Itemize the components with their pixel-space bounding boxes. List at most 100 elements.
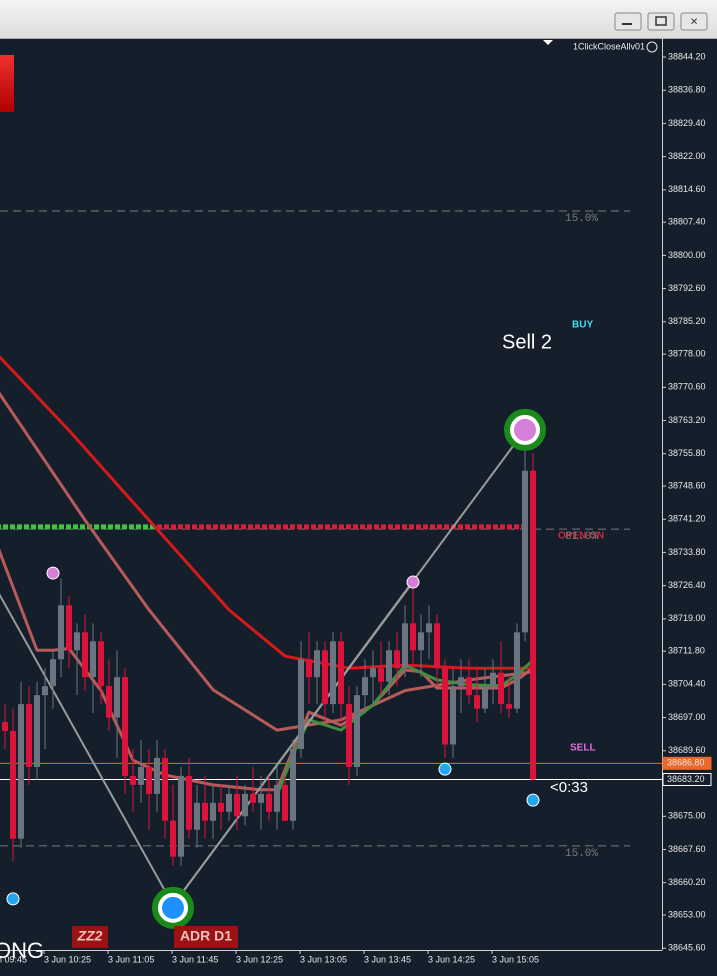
y-tick-label: 38704.40: [668, 679, 706, 689]
candle-body: [194, 802, 200, 830]
candle-body: [266, 793, 272, 812]
annotation: <0:33: [550, 779, 588, 796]
indicator-line: [0, 355, 533, 670]
candle-body: [498, 672, 504, 705]
candle-body: [338, 641, 344, 705]
x-tick-label: 3 Jun 13:45: [364, 954, 411, 964]
y-tick-label: 38697.00: [668, 712, 706, 722]
y-tick-label: 38719.00: [668, 613, 706, 623]
y-tick-label: 38645.60: [668, 943, 706, 953]
price-box-label: 38683.20: [667, 774, 705, 784]
minimize-button[interactable]: [614, 12, 642, 31]
title-bar: [0, 0, 717, 38]
candle-body: [474, 695, 480, 709]
candle-body: [170, 820, 176, 857]
indicator-line: [0, 593, 174, 906]
annotation: ZZ2: [77, 928, 103, 944]
candle-body: [282, 784, 288, 821]
candle-body: [98, 641, 104, 687]
candle-body: [370, 668, 376, 678]
candle-body: [450, 686, 456, 745]
candle-body: [178, 775, 184, 857]
y-tick-label: 38829.40: [668, 118, 706, 128]
y-tick-label: 38653.00: [668, 909, 706, 919]
restore-button[interactable]: [647, 12, 675, 31]
candle-body: [522, 470, 528, 633]
candle-body: [146, 766, 152, 794]
candle-body: [530, 470, 536, 780]
candle-body: [122, 677, 128, 776]
level-label: OPEN ON: [558, 531, 604, 542]
y-tick-label: 38770.60: [668, 382, 706, 392]
candle-body: [322, 650, 328, 705]
x-tick-label: 3 Jun 13:05: [300, 954, 347, 964]
y-tick-label: 38675.00: [668, 811, 706, 821]
candle-body: [202, 802, 208, 821]
y-tick-label: 38689.60: [668, 745, 706, 755]
y-tick-label: 38800.00: [668, 250, 706, 260]
candle-body: [290, 748, 296, 821]
close-button[interactable]: [680, 12, 708, 31]
annotation: ONG: [0, 938, 44, 963]
candle-body: [154, 757, 160, 794]
annotation: BUY: [572, 320, 593, 331]
candle-body: [2, 722, 8, 732]
candle-body: [186, 775, 192, 830]
candle-body: [18, 704, 24, 839]
candle-body: [130, 775, 136, 785]
candle-body: [298, 659, 304, 749]
x-tick-label: 3 Jun 11:45: [172, 954, 218, 964]
y-tick-label: 38741.20: [668, 514, 706, 524]
y-tick-label: 38836.80: [668, 85, 706, 95]
candle-body: [314, 650, 320, 678]
y-tick-label: 38807.40: [668, 217, 706, 227]
restore-icon: [655, 16, 667, 26]
candle-body: [346, 704, 352, 767]
candle-body: [234, 793, 240, 817]
candle-body: [402, 623, 408, 669]
y-tick-label: 38778.00: [668, 348, 706, 358]
signal-ring-core: [514, 418, 536, 441]
expert-smiley: [646, 41, 658, 53]
window-buttons: ×: [614, 12, 708, 31]
y-tick-label: 38748.60: [668, 480, 706, 490]
candle-body: [514, 632, 520, 709]
signal-dot: [406, 575, 420, 589]
candle-body: [242, 793, 248, 817]
candle-body: [306, 659, 312, 678]
candle-body: [10, 731, 16, 839]
annotation-box: [72, 926, 108, 948]
level-label: 81.0%: [565, 531, 598, 543]
price-box: [662, 756, 712, 770]
candle-body: [386, 650, 392, 682]
y-tick-label: 38667.60: [668, 844, 706, 854]
y-tick-label: 38844.20: [668, 51, 706, 61]
candle-body: [362, 677, 368, 696]
candle-body: [74, 632, 80, 651]
candle-body: [394, 650, 400, 669]
candle-body: [114, 677, 120, 718]
trade-panel-button[interactable]: [0, 55, 14, 112]
candle-body: [274, 784, 280, 812]
x-tick-label: 3 Jun 14:25: [428, 954, 475, 964]
y-tick-label: 38822.00: [668, 151, 706, 161]
y-tick-label: 38733.80: [668, 547, 706, 557]
candle-body: [58, 605, 64, 660]
price-box: [662, 772, 712, 786]
x-tick-label: 3 Jun 15:05: [492, 954, 539, 964]
annotation: ADR D1: [180, 928, 232, 944]
candle-body: [378, 668, 384, 682]
candle-body: [50, 659, 56, 687]
close-icon: ×: [690, 13, 698, 28]
signal-dot: [46, 566, 60, 580]
y-tick-label: 38792.60: [668, 283, 706, 293]
y-tick-label: 38726.40: [668, 580, 706, 590]
candle-body: [42, 686, 48, 696]
signal-dot: [526, 793, 540, 807]
y-tick-label: 38711.80: [668, 646, 705, 656]
candle-body: [442, 668, 448, 745]
candle-body: [490, 672, 496, 687]
